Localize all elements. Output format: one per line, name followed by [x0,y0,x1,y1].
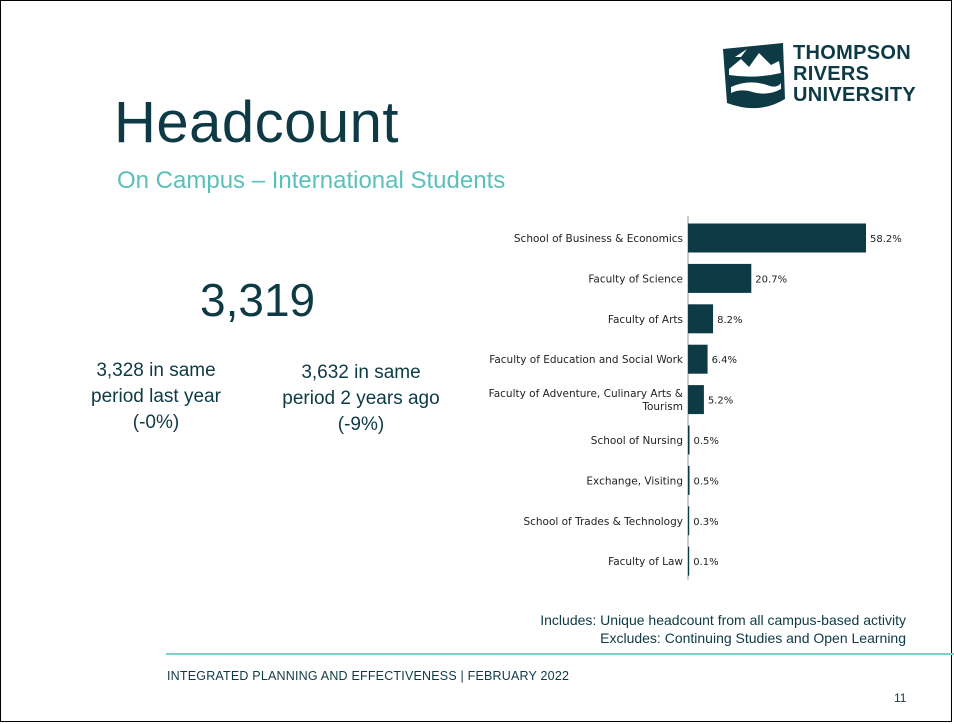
bar-value-label: 5.2% [708,396,733,407]
comparison-line: 3,632 in same [301,362,421,383]
bar-value-label: 0.1% [693,557,718,568]
faculty-bar-chart: School of Business & Economics 58.2% Facul… [489,216,902,580]
comparison-line: 3,328 in same [96,360,216,381]
note-includes: Includes: Unique headcount from all camp… [540,612,906,628]
bar [688,425,690,455]
comparison-line: period last year [91,386,221,407]
category-label: Faculty of Education and Social Work [489,354,684,366]
slide-subtitle: On Campus – International Students [117,167,506,194]
comparison-line: (-9%) [337,414,385,435]
category-label: Exchange, Visiting [586,475,683,487]
comparison-last-year: 3,328 in same period last year (-0%) [76,358,236,436]
logo-line: RIVERS [793,63,870,85]
bar-value-label: 8.2% [717,315,742,326]
category-label: Faculty of Law [608,556,683,568]
bar-value-label: 0.3% [693,517,718,528]
university-logo [723,43,785,109]
slide-title: Headcount [114,90,400,155]
logo-line: UNIVERSITY [793,84,917,106]
note-excludes: Excludes: Continuing Studies and Open Le… [600,630,906,646]
bar-value-label: 58.2% [870,234,902,245]
headline-value: 3,319 [200,274,316,326]
bar-value-label: 0.5% [694,436,719,447]
category-label: School of Nursing [591,435,683,447]
category-label: Faculty of Science [588,273,683,285]
footer-divider [166,653,954,655]
bar-value-label: 6.4% [712,355,737,366]
bar [688,385,704,415]
bar [688,465,690,495]
bar-value-label: 20.7% [755,274,787,285]
category-label: School of Business & Economics [514,233,683,245]
category-label: School of Trades & Technology [523,516,683,528]
bar [688,344,708,374]
category-label: Faculty of Adventure, Culinary Arts & Tou… [489,388,683,413]
bar [688,506,690,536]
bar [688,304,714,334]
comparison-line: period 2 years ago [282,388,440,409]
comparison-two-years-ago: 3,632 in same period 2 years ago (-9%) [266,360,456,438]
bar [688,546,690,576]
notes: Includes: Unique headcount from all camp… [540,611,906,647]
category-label: Faculty of Arts [608,314,683,326]
logo-line: THOMPSON [793,42,911,64]
bar [688,263,752,293]
logo-wordmark: THOMPSON RIVERS UNIVERSITY [793,43,916,106]
page-number: 11 [894,691,907,705]
footer-text: INTEGRATED PLANNING AND EFFECTIVENESS | … [167,669,570,683]
comparison-line: (-0%) [132,412,180,433]
bar [688,223,866,253]
mountain-river-shield-icon [723,43,785,109]
bar-value-label: 0.5% [694,476,719,487]
